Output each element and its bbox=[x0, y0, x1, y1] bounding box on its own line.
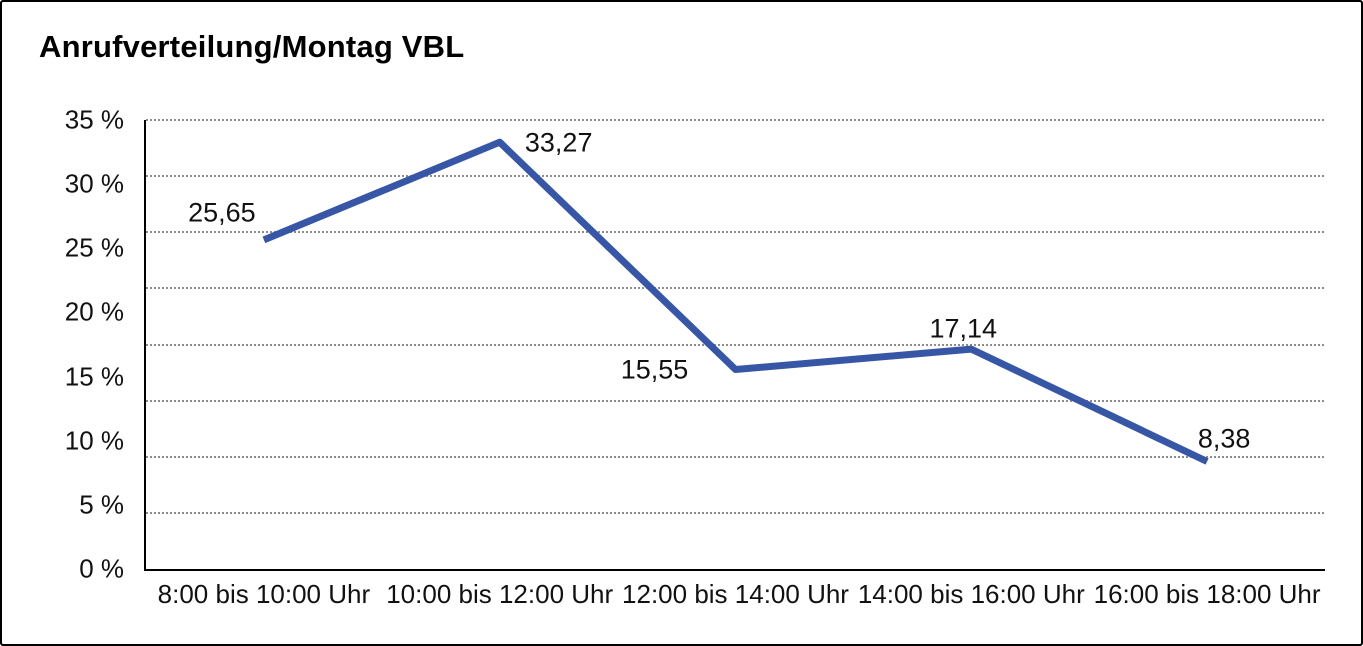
data-point-label: 33,27 bbox=[524, 127, 593, 158]
x-tick-label: 10:00 bis 12:00 Uhr bbox=[386, 579, 614, 609]
gridline bbox=[146, 119, 1325, 121]
data-point-label: 8,38 bbox=[1197, 423, 1251, 454]
data-point-label: 25,65 bbox=[188, 197, 256, 228]
gridline bbox=[146, 231, 1325, 234]
plot-area: 25,65 33,27 15,55 17,14 8,38 bbox=[144, 119, 1325, 571]
data-point-label: 15,55 bbox=[620, 354, 689, 385]
y-tick-label: 30 % bbox=[64, 168, 124, 199]
gridline bbox=[146, 287, 1325, 290]
gridline bbox=[146, 399, 1325, 402]
data-point-label: 17,14 bbox=[929, 313, 998, 344]
x-tick-label: 16:00 bis 18:00 Uhr bbox=[1093, 579, 1321, 609]
x-tick-label: 12:00 bis 14:00 Uhr bbox=[622, 579, 849, 609]
x-tick-label: 8:00 bis 10:00 Uhr bbox=[157, 579, 371, 609]
x-tick-label: 14:00 bis 16:00 Uhr bbox=[857, 579, 1085, 609]
data-line-svg bbox=[262, 138, 1209, 465]
y-tick-label: 10 % bbox=[64, 425, 124, 456]
x-axis-line bbox=[144, 569, 1325, 571]
y-axis-line bbox=[144, 120, 146, 571]
gridline bbox=[146, 175, 1325, 178]
gridline bbox=[146, 343, 1325, 346]
data-line bbox=[262, 138, 1209, 465]
gridline bbox=[146, 511, 1325, 514]
y-tick-label: 5 % bbox=[79, 489, 124, 520]
chart-title: Anrufverteilung/Montag VBL bbox=[39, 29, 465, 64]
y-tick-label: 0 % bbox=[79, 553, 124, 584]
y-tick-label: 20 % bbox=[64, 296, 124, 327]
gridline bbox=[146, 455, 1325, 458]
y-tick-label: 15 % bbox=[64, 361, 124, 392]
y-tick-label: 25 % bbox=[64, 232, 124, 263]
y-tick-label: 35 % bbox=[64, 104, 124, 135]
